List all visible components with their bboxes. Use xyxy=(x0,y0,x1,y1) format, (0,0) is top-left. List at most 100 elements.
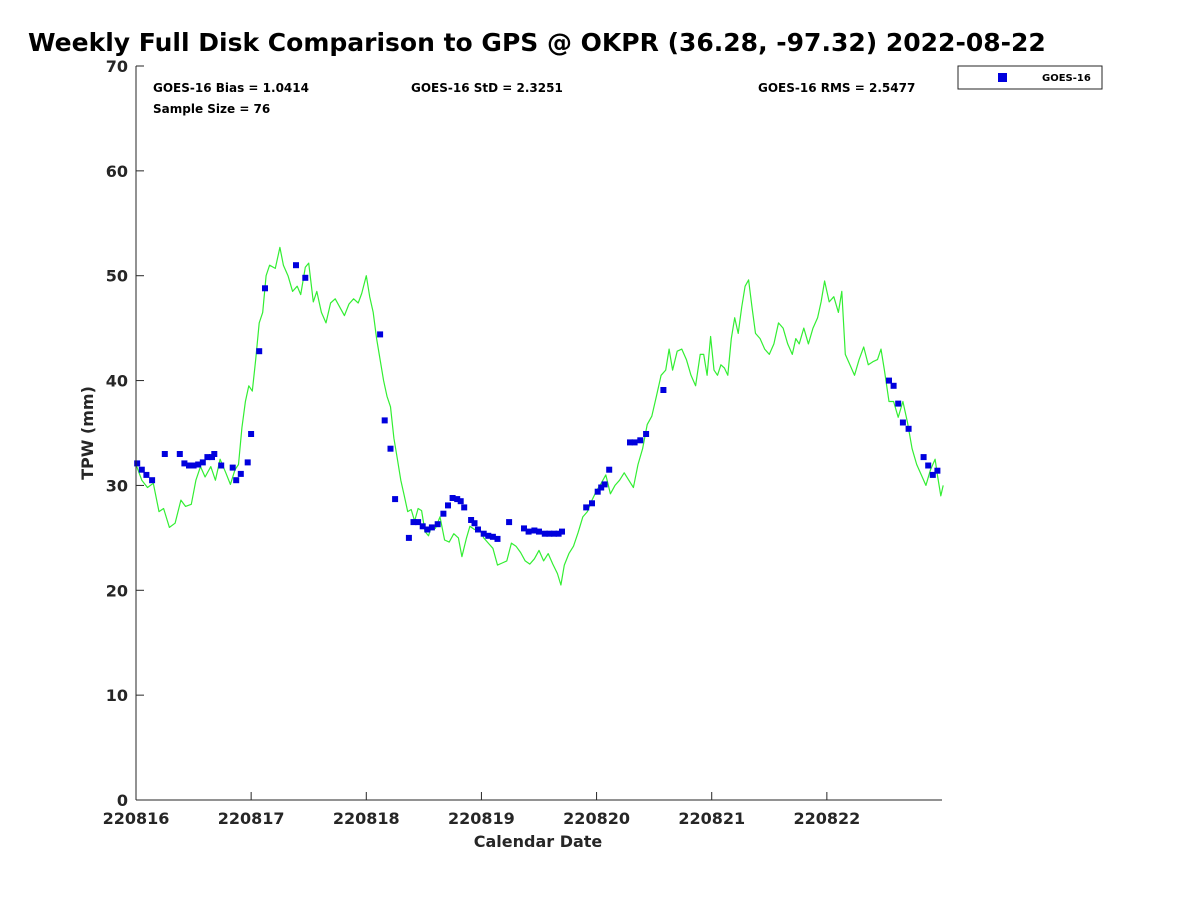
goes-marker xyxy=(489,533,496,540)
legend-marker xyxy=(998,73,1007,82)
goes-marker xyxy=(237,470,244,477)
goes-marker xyxy=(434,521,441,528)
y-tick-label: 10 xyxy=(106,686,128,705)
goes-marker xyxy=(895,400,902,407)
axes xyxy=(135,66,942,801)
goes-marker xyxy=(468,517,475,523)
goes-marker xyxy=(410,519,417,526)
goes-marker xyxy=(449,495,456,501)
goes-marker xyxy=(181,460,188,467)
goes-marker xyxy=(594,488,601,495)
goes-marker xyxy=(302,274,309,281)
goes-marker xyxy=(211,451,218,457)
goes-marker xyxy=(428,524,435,531)
x-tick-label: 220816 xyxy=(103,809,170,828)
goes-marker xyxy=(627,439,633,446)
y-tick-label: 40 xyxy=(106,372,128,391)
goes-marker xyxy=(195,461,202,468)
y-tick-label: 20 xyxy=(106,581,128,600)
goes-marker xyxy=(480,530,487,537)
goes-marker xyxy=(149,477,156,484)
goes-marker xyxy=(531,527,538,534)
rms-stat: GOES-16 RMS = 2.5477 xyxy=(758,81,915,95)
bias-stat: GOES-16 Bias = 1.0414 xyxy=(153,81,309,95)
goes-marker xyxy=(161,451,168,457)
x-tick-label: 220817 xyxy=(218,809,285,828)
goes-marker xyxy=(229,464,236,471)
x-tick-label: 220821 xyxy=(678,809,745,828)
goes-marker xyxy=(461,504,468,511)
goes-marker xyxy=(643,431,650,437)
goes-marker xyxy=(631,439,638,446)
y-ticks: 0 10 20 30 40 50 60 70 xyxy=(106,57,144,810)
y-tick-label: 30 xyxy=(106,476,128,495)
legend: GOES-16 xyxy=(957,65,1103,90)
goes-marker xyxy=(934,467,941,474)
goes-marker xyxy=(204,454,211,461)
goes-series xyxy=(134,262,941,542)
goes-marker xyxy=(929,471,936,478)
goes-marker xyxy=(138,466,145,473)
goes-marker xyxy=(454,496,461,503)
goes-marker xyxy=(660,387,667,393)
goes-marker xyxy=(218,462,225,469)
y-tick-label: 50 xyxy=(106,267,128,286)
std-stat: GOES-16 StD = 2.3251 xyxy=(411,81,563,95)
goes-marker xyxy=(485,532,492,539)
goes-marker xyxy=(415,519,422,526)
y-tick-label: 70 xyxy=(106,57,128,76)
goes-marker xyxy=(471,520,478,527)
goes-marker xyxy=(143,471,150,478)
goes-marker xyxy=(890,382,897,389)
goes-marker xyxy=(536,528,542,535)
goes-marker xyxy=(176,451,183,457)
x-tick-label: 220822 xyxy=(793,809,860,828)
goes-marker xyxy=(637,437,644,444)
goes-marker xyxy=(899,419,906,426)
y-tick-label: 0 xyxy=(117,791,128,810)
goes-marker xyxy=(424,526,431,533)
y-tick-label: 60 xyxy=(106,162,128,181)
legend-box xyxy=(957,65,1103,90)
goes-marker xyxy=(525,528,532,535)
goes-marker xyxy=(601,481,608,488)
x-ticks: 220816 220817 220818 220819 220820 220821 2208… xyxy=(103,792,860,828)
goes-marker xyxy=(457,498,464,505)
x-tick-label: 220819 xyxy=(448,809,515,828)
goes-marker xyxy=(475,526,481,533)
goes-marker xyxy=(559,528,565,535)
goes-marker xyxy=(598,484,605,491)
goes-marker xyxy=(440,510,447,517)
goes-marker xyxy=(405,534,412,541)
goes-marker xyxy=(521,525,527,532)
goes-marker xyxy=(506,519,513,526)
x-axis-label: Calendar Date xyxy=(474,832,603,851)
goes-marker xyxy=(381,417,388,424)
y-axis-label: TPW (mm) xyxy=(78,386,97,480)
goes-marker xyxy=(494,535,501,542)
x-tick-label: 220818 xyxy=(333,809,400,828)
goes-marker xyxy=(920,454,927,461)
goes-marker xyxy=(419,523,426,530)
legend-label: GOES-16 xyxy=(1042,73,1091,84)
goes-marker xyxy=(387,445,394,452)
goes-marker xyxy=(186,462,192,469)
goes-marker xyxy=(209,454,215,461)
goes-marker xyxy=(262,285,268,292)
goes-marker xyxy=(293,262,299,269)
goes-marker xyxy=(541,530,548,537)
goes-marker xyxy=(244,459,251,466)
chart-title: Weekly Full Disk Comparison to GPS @ OKP… xyxy=(28,28,1046,57)
goes-marker xyxy=(551,530,557,537)
goes-marker xyxy=(377,331,384,338)
goes-marker xyxy=(546,530,553,537)
goes-marker xyxy=(134,460,141,467)
goes-marker xyxy=(589,500,595,507)
x-tick-label: 220820 xyxy=(563,809,630,828)
goes-marker xyxy=(583,504,590,511)
goes-marker xyxy=(555,530,562,537)
goes-marker xyxy=(199,459,206,466)
goes-marker xyxy=(606,466,613,473)
goes-marker xyxy=(256,348,263,355)
